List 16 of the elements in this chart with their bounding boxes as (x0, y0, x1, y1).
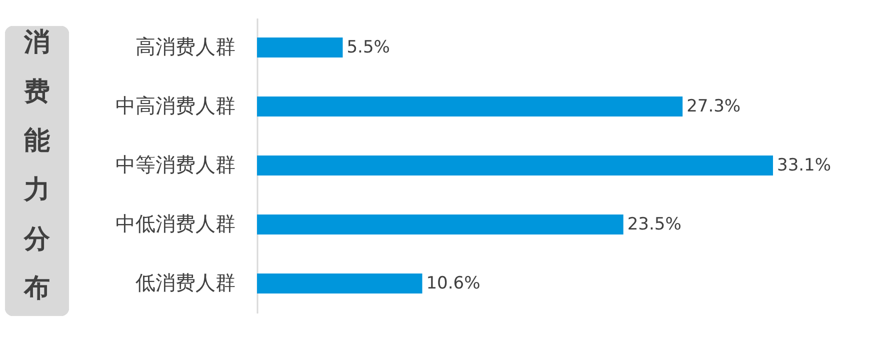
bar (257, 155, 773, 176)
bar (257, 214, 624, 235)
data-label: 23.5% (627, 214, 682, 234)
bar (257, 273, 422, 294)
data-label: 33.1% (777, 156, 832, 176)
data-label: 10.6% (426, 274, 480, 294)
y-tick-label: 中等消费人群 (116, 152, 236, 176)
y-tick-label: 高消费人群 (136, 34, 236, 58)
data-label: 27.3% (686, 96, 741, 116)
text: 消费能力分布 (23, 28, 51, 304)
bar (257, 37, 343, 58)
y-tick-label: 中高消费人群 (116, 94, 236, 118)
data-label: 5.5% (346, 38, 390, 58)
bar (257, 96, 683, 117)
y-tick-label: 低消费人群 (136, 270, 236, 294)
y-tick-label: 中低消费人群 (116, 212, 236, 236)
